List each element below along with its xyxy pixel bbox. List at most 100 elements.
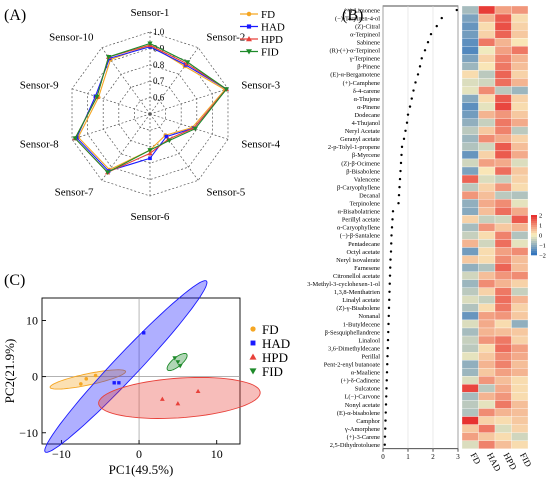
radar-axis-label: Sensor-4 <box>241 139 280 151</box>
heatmap-cell <box>478 150 496 160</box>
heatmap-cell <box>511 21 529 31</box>
compound-dot <box>386 338 390 342</box>
colorbar-tick-label: −1 <box>539 243 546 250</box>
heatmap-cell <box>494 368 512 377</box>
heatmap-cell <box>511 207 529 216</box>
dot-x-tick-label: 3 <box>456 453 460 461</box>
heatmap-cell <box>494 432 512 441</box>
compound-label: Linalyl acetate <box>342 297 380 304</box>
heatmap-cell <box>511 408 529 417</box>
panel-label-b: (B) <box>342 7 363 24</box>
heatmap-cell <box>494 400 512 409</box>
heatmap-cell <box>511 134 529 144</box>
heatmap-cell <box>494 102 512 111</box>
heatmap-cell <box>478 182 496 192</box>
heatmap-cell <box>511 150 529 160</box>
heatmap-cell <box>494 223 512 232</box>
heatmap-cell <box>511 392 529 401</box>
heatmap-cell <box>494 335 512 345</box>
heatmap-cell <box>461 190 479 200</box>
pca-point <box>177 364 183 369</box>
heatmap-cell <box>461 29 479 39</box>
heatmap-cell <box>494 440 512 449</box>
heatmap-cell <box>461 118 479 127</box>
compound-dot <box>418 65 422 68</box>
compound-label: 1-Butyldecene <box>343 321 380 328</box>
dot-x-tick-label: 2 <box>431 453 435 461</box>
compound-dot <box>385 395 388 398</box>
heatmap-cell <box>511 110 529 119</box>
heatmap-cell <box>461 368 479 377</box>
heatmap-cell <box>494 166 512 176</box>
compound-label: Octyl acetate <box>346 249 380 256</box>
pca-point <box>117 381 121 385</box>
heatmap-cell <box>478 134 496 144</box>
heatmap-column-label: FD <box>468 451 482 466</box>
compound-label: (E)-α-bisabolene <box>337 410 380 417</box>
heatmap-cell <box>478 86 496 95</box>
heatmap-cell <box>461 424 479 433</box>
pca-y-tick-label: 0 <box>32 370 38 384</box>
heatmap-cell <box>478 255 496 264</box>
heatmap-cell <box>461 150 479 160</box>
heatmap-cell <box>478 295 496 304</box>
heatmap-cell <box>461 384 479 393</box>
compound-dot <box>397 202 400 205</box>
radar-grid-ring <box>87 48 213 180</box>
compound-dot <box>399 161 403 165</box>
heatmap-cell <box>494 70 512 79</box>
compound-dot <box>402 137 406 141</box>
compound-label: β-Caryophyllene <box>337 184 380 191</box>
radar-spoke <box>149 113 199 181</box>
compound-label: (+)-3-Carene <box>347 434 381 441</box>
heatmap-cell <box>494 46 512 55</box>
heatmap-cell <box>461 303 479 313</box>
compound-label: δ-4-carene <box>353 88 380 95</box>
compound-label: α-Caryophyllene <box>337 225 380 232</box>
compound-label: 3,6-Dimethyldecane <box>328 345 380 352</box>
heatmap-cell <box>494 408 512 417</box>
colorbar-tick-label: 1 <box>539 223 542 230</box>
compound-dot <box>410 97 413 100</box>
heatmap-cell <box>494 78 512 87</box>
heatmap-cell <box>461 327 479 337</box>
heatmap-cell <box>478 239 496 248</box>
heatmap-cell <box>494 142 512 152</box>
heatmap-cell <box>478 199 496 208</box>
heatmap-cell <box>461 319 479 329</box>
heatmap-cell <box>494 207 512 216</box>
dot-x-tick-label: 1 <box>406 453 410 461</box>
compound-label: Sabinene <box>357 40 381 47</box>
heatmap-cell <box>494 239 512 248</box>
legend-marker <box>246 49 252 55</box>
compound-label: 2-p-Tolyl-1-propene <box>328 144 380 151</box>
compound-dot <box>420 57 423 60</box>
colorbar-segment <box>531 233 537 236</box>
heatmap-cell <box>461 166 479 176</box>
heatmap-cell <box>461 86 479 95</box>
compound-label: Perillal <box>362 353 381 360</box>
heatmap-cell <box>494 327 512 337</box>
heatmap-cell <box>461 271 479 280</box>
pca-x-axis-label: PC1(49.5%) <box>109 462 174 477</box>
legend-marker <box>249 368 257 375</box>
radar-spoke <box>149 113 229 140</box>
heatmap-cell <box>478 400 496 409</box>
compound-dot <box>400 153 403 157</box>
heatmap-cell <box>511 29 529 39</box>
legend-label: FID <box>262 364 283 379</box>
compound-label: Nonyl acetate <box>345 402 380 409</box>
heatmap-cell <box>478 13 496 23</box>
compound-label: (+)-Camphene <box>343 80 380 87</box>
heatmap-cell <box>478 327 496 337</box>
colorbar-segment <box>531 235 537 238</box>
heatmap-cell <box>478 94 496 103</box>
heatmap-cell <box>511 247 529 256</box>
heatmap-cell <box>511 295 529 304</box>
heatmap-cell <box>494 5 512 15</box>
compound-dot <box>408 105 412 108</box>
pca-x-tick-label: 10 <box>211 447 223 461</box>
heatmap-cell <box>511 86 529 95</box>
compound-label: 1,3,8-Menthatrien <box>334 289 381 296</box>
